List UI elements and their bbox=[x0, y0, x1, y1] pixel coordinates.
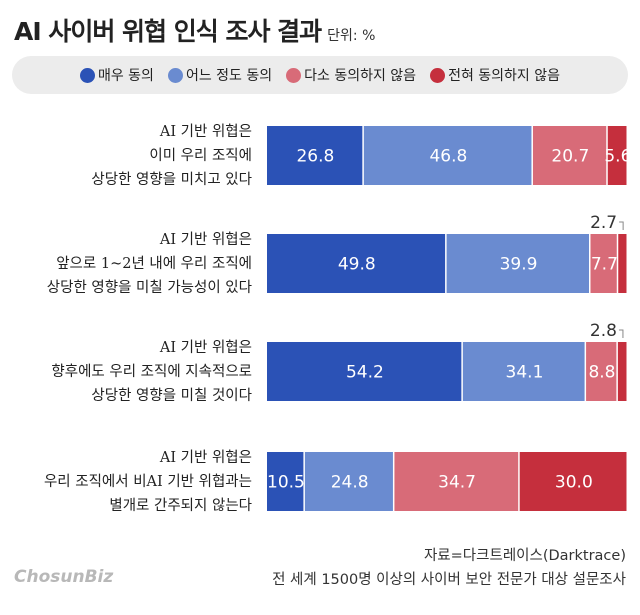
bar-segment bbox=[586, 342, 617, 401]
bar-segment bbox=[532, 126, 607, 185]
unit-label: 단위: % bbox=[327, 28, 376, 44]
data-label: 39.9 bbox=[500, 255, 538, 275]
data-label: 34.7 bbox=[438, 473, 476, 493]
legend-label: 매우 동의 bbox=[97, 68, 154, 84]
bar-segment bbox=[394, 452, 519, 511]
data-label: 5.6 bbox=[604, 147, 631, 167]
data-label: 2.7 bbox=[590, 213, 617, 233]
data-label: 49.8 bbox=[338, 255, 376, 275]
leader-line bbox=[619, 221, 624, 230]
data-label: 10.5 bbox=[267, 473, 305, 493]
legend-item: 어느 정도 동의 bbox=[167, 65, 273, 85]
category-label: AI 기반 위협은 우리 조직에서 비AI 기반 위협과는 별개로 간주되지 않는다 bbox=[43, 449, 252, 514]
data-label: 54.2 bbox=[346, 363, 384, 383]
legend-label: 전혀 동의하지 않음 bbox=[448, 68, 561, 84]
legend-item: 매우 동의 bbox=[79, 65, 154, 85]
bar-segment bbox=[607, 126, 627, 185]
bar-segment bbox=[267, 126, 363, 185]
data-label: 8.8 bbox=[588, 363, 615, 383]
data-label: 30.0 bbox=[555, 473, 593, 493]
logo: ChosunBiz bbox=[14, 567, 114, 587]
bar-segment bbox=[267, 234, 446, 293]
bar-segment bbox=[267, 452, 304, 511]
category-label: AI 기반 위협은 앞으로 1~2년 내에 우리 조직에 상당한 영향을 미칠 가능… bbox=[46, 231, 252, 296]
legend-swatch bbox=[167, 67, 183, 83]
bar-segment bbox=[304, 452, 393, 511]
bar-segment bbox=[446, 234, 589, 293]
bar-segment bbox=[618, 234, 627, 293]
source-text: 자료=다크트레이스(Darktrace) bbox=[423, 548, 626, 564]
data-label: 7.7 bbox=[591, 255, 618, 275]
data-label: 46.8 bbox=[429, 147, 467, 167]
bar-segment bbox=[267, 342, 462, 401]
legend-swatch bbox=[430, 67, 446, 83]
legend: 매우 동의 어느 정도 동의 다소 동의하지 않음 전혀 동의하지 않음 bbox=[12, 56, 628, 94]
data-label: 24.8 bbox=[331, 473, 369, 493]
bar-segment bbox=[363, 126, 532, 185]
data-label: 26.8 bbox=[296, 147, 334, 167]
data-label: 34.1 bbox=[506, 363, 544, 383]
bar-segment bbox=[617, 342, 627, 401]
legend-item: 다소 동의하지 않음 bbox=[286, 65, 416, 85]
category-label: AI 기반 위협은 이미 우리 조직에 상당한 영향을 미치고 있다 bbox=[91, 123, 252, 188]
category-label: AI 기반 위협은 향후에도 우리 조직에 지속적으로 상당한 영향을 미칠 것이다 bbox=[51, 339, 252, 404]
legend-label: 다소 동의하지 않음 bbox=[304, 68, 417, 84]
data-label: 2.8 bbox=[590, 321, 617, 341]
bar-segment bbox=[590, 234, 617, 293]
note-text: 전 세계 1500명 이상의 사이버 보안 전문가 대상 설문조사 bbox=[272, 572, 626, 588]
data-label: 20.7 bbox=[551, 147, 589, 167]
bar-segment bbox=[519, 452, 627, 511]
legend-item: 전혀 동의하지 않음 bbox=[430, 65, 560, 85]
legend-label: 어느 정도 동의 bbox=[185, 68, 273, 84]
chart-title: AI 사이버 위협 인식 조사 결과 단위: % bbox=[14, 17, 376, 46]
leader-line bbox=[618, 329, 624, 338]
legend-swatch bbox=[286, 67, 302, 83]
bar-segment bbox=[462, 342, 585, 401]
legend-swatch bbox=[79, 67, 95, 83]
